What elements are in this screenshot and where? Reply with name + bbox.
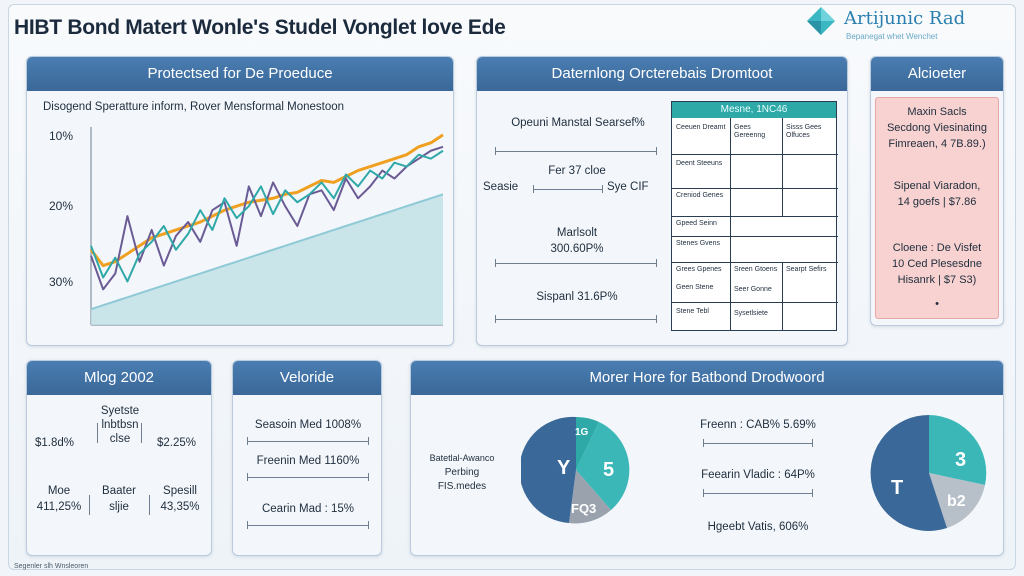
y-tick-label: 20%: [49, 199, 74, 213]
chart-subtitle: Disogend Speratture inform, Rover Mensfo…: [43, 101, 345, 113]
alert-line: Maxin Sacls: [907, 106, 967, 118]
mlog-br-value: 43,35%: [160, 501, 200, 513]
det-value: 300.60P%: [550, 243, 604, 255]
table-title: Mesne, 1NC46: [672, 102, 836, 118]
veloride-row: Seasoin Med 1008%: [254, 419, 362, 431]
pie-panel-title: Morer Hore for Batbond Drodwoord: [411, 361, 1003, 395]
alert-line: 10 Ced Plesesdne: [892, 258, 982, 270]
table-cell: Gees Gereenng: [734, 124, 766, 139]
chart-panel-title: Protectsed for De Proeduce: [27, 57, 453, 91]
table-cell: Stenes Gvens: [676, 240, 720, 247]
pie-label: FQ3: [571, 501, 597, 516]
veloride-row: Freenin Med 1160%: [256, 455, 360, 467]
det-range-line: [533, 185, 603, 193]
alert-panel-title: Alcioeter: [871, 57, 1003, 91]
table-cell: Ceeuen Dreamt: [676, 124, 726, 131]
footer-text: Segenler slh Wnsleoren: [14, 563, 89, 570]
pie-label: 1G: [575, 427, 589, 438]
alert-bullet: •: [935, 298, 939, 310]
brand-name: Artijunic Rad: [844, 8, 966, 29]
det-range-line: [495, 147, 657, 155]
y-tick-label: 10%: [49, 129, 74, 143]
det-left-label: Seasie: [483, 181, 519, 193]
pie-left-label: FIS.medes: [437, 481, 487, 492]
veloride-row: Cearin Mad : 15%: [261, 503, 355, 515]
pie-mid-row: Feearin Vladic : 64P%: [701, 469, 815, 481]
pie-label: 5: [603, 459, 615, 481]
chart-area-band: [91, 194, 443, 325]
pie-chart-2: [870, 414, 987, 531]
mlog-center-label: clse: [109, 433, 131, 445]
mlog-center-label: lnbtbsn: [101, 419, 139, 431]
alert-line: Hisanrk | $7 S3): [897, 274, 977, 286]
table-cell: Sisss Gees Olfuces: [786, 124, 822, 139]
table-cell: Grees Gpenes: [676, 266, 722, 273]
page-title: HIBT Bond Matert Wonle's Studel Vonglet …: [14, 16, 506, 39]
chart-panel: Protectsed for De Proeduce Disogend Sper…: [26, 56, 454, 346]
alert-line: Fimreaen, 4 7B.89.): [888, 138, 986, 150]
pie-panel: Morer Hore for Batbond Drodwoord Batetla…: [410, 360, 1004, 556]
determining-panel-title: Daternlong Orcterebais Dromtoot: [477, 57, 847, 91]
mlog-bl-label: Moe: [47, 485, 71, 497]
mlog-bm-label: Baater: [102, 485, 136, 497]
mlog-left-value: $1.8d%: [35, 437, 75, 449]
mlog-panel-title: Mlog 2002: [27, 361, 211, 395]
pie-label: Y: [557, 457, 571, 479]
alert-line: 14 goefs | $7.86: [897, 196, 977, 208]
brand: Artijunic Rad Bepanegat whet Wenchet: [784, 4, 984, 48]
table-cell: Creniod Genes: [676, 192, 724, 199]
pie-slice: [521, 416, 576, 523]
pie-slice: [576, 416, 599, 470]
alert-body: Maxin Sacls Secdong Viesinating Fimreaen…: [875, 97, 999, 319]
pie-label: b2: [947, 493, 966, 510]
pie-mid-row: Freenn : CAB% 5.69%: [700, 419, 816, 431]
series-line: [90, 193, 444, 311]
table-cell: Stene Tebl: [676, 308, 709, 315]
pie-slice: [929, 473, 985, 528]
line-chart: [89, 127, 444, 326]
table-cell: Sreen Gtoens: [734, 266, 778, 273]
mlog-br-label: Spesill: [163, 485, 197, 497]
table-cell: Geen Stene: [676, 284, 714, 291]
table-cell: Searpt Sefirs: [786, 266, 827, 273]
alert-line: Secdong Viesinating: [886, 122, 988, 134]
det-bottom-label: Sispanl 31.6P%: [536, 291, 618, 303]
pie-mid-row: Hgeebt Vatis, 606%: [707, 521, 809, 533]
mlog-bm-value: sljie: [109, 501, 129, 513]
pie-slice: [569, 470, 611, 524]
det-range-line: [495, 259, 657, 267]
table-cell: Sysetlsiete: [734, 310, 768, 317]
table-cell: Gpeed Seinn: [676, 220, 717, 227]
det-right-label: Sye CIF: [607, 181, 649, 193]
alert-panel: Alcioeter Maxin Sacls Secdong Viesinatin…: [870, 56, 1004, 326]
mlog-right-value: $2.25%: [157, 437, 197, 449]
pie-label: T: [891, 477, 904, 499]
veloride-panel: Veloride Seasoin Med 1008% Freenin Med 1…: [232, 360, 382, 556]
data-table: Mesne, 1NC46 Ceeuen Dreamt Gees Gereenng…: [671, 101, 838, 331]
teal-diamond-logo: [807, 7, 835, 35]
pie-slice: [576, 422, 630, 510]
det-mid-label: Fer 37 cloe: [548, 165, 606, 177]
y-tick-label: 30%: [49, 275, 74, 289]
pie-slice: [870, 414, 947, 531]
veloride-panel-title: Veloride: [233, 361, 381, 395]
table-cell: Seer Gonne: [734, 286, 772, 293]
series-line: [90, 149, 444, 283]
table-cell: Deent Steeuns: [676, 160, 723, 167]
pie-label: 3: [955, 449, 967, 471]
alert-line: Sipenal Viaradon,: [893, 180, 981, 192]
mlog-bl-value: 411,25%: [36, 501, 82, 513]
brand-tagline: Bepanegat whet Wenchet: [846, 32, 938, 41]
pie-left-label: Batetlal-Awanco: [429, 453, 495, 463]
det-range-line: [495, 315, 657, 323]
mlog-panel: Mlog 2002 Syetste lnbtbsn clse $1.8d% $2…: [26, 360, 212, 556]
pie-chart-1: [521, 416, 630, 524]
alert-line: Cloene : De Visfet: [892, 242, 982, 254]
pie-left-label: Perbing: [444, 467, 480, 478]
det-row-label: Opeuni Manstal Searsef%: [511, 117, 645, 129]
determining-panel: Daternlong Orcterebais Dromtoot Opeuni M…: [476, 56, 848, 346]
mlog-center-label: Syetste: [100, 405, 140, 417]
det-value-label: Marlsolt: [556, 227, 598, 239]
pie-slice: [929, 415, 987, 485]
